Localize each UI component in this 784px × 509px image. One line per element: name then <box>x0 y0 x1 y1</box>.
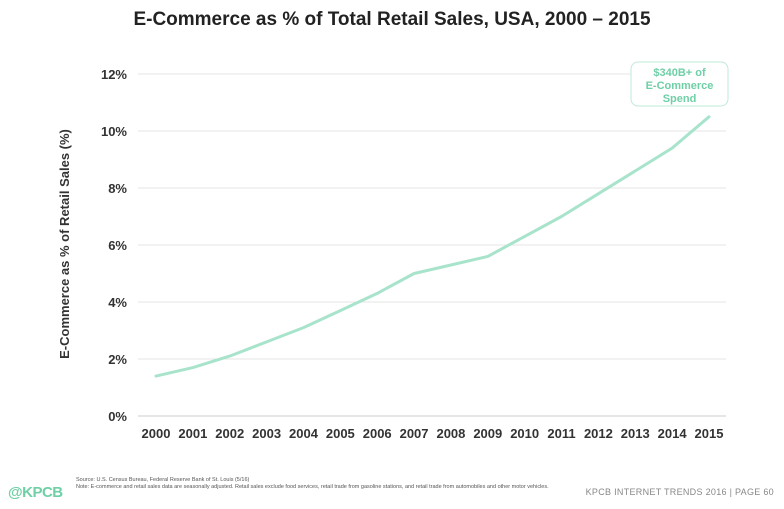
y-tick-label: 6% <box>108 238 127 253</box>
source-note: Source: U.S. Census Bureau, Federal Rese… <box>76 477 676 491</box>
annotation-line-2: E-Commerce <box>646 80 714 92</box>
x-tick-label: 2014 <box>658 426 688 441</box>
x-tick-label: 2015 <box>695 426 724 441</box>
x-tick-label: 2003 <box>252 426 281 441</box>
y-tick-label: 8% <box>108 181 127 196</box>
y-tick-label: 2% <box>108 352 127 367</box>
x-tick-label: 2005 <box>326 426 355 441</box>
annotation-box <box>630 61 729 107</box>
series-line <box>154 115 711 378</box>
y-tick-label: 10% <box>101 124 127 139</box>
x-tick-label: 2000 <box>142 426 171 441</box>
x-tick-label: 2013 <box>621 426 650 441</box>
y-axis-ticks: 0% 2% 4% 6% 8% 10% 12% <box>101 67 127 424</box>
x-tick-label: 2008 <box>436 426 465 441</box>
footer-page-label: KPCB INTERNET TRENDS 2016 | PAGE 60 <box>585 487 774 497</box>
x-tick-label: 2006 <box>363 426 392 441</box>
x-tick-label: 2010 <box>510 426 539 441</box>
x-tick-label: 2004 <box>289 426 319 441</box>
y-axis-label: E-Commerce as % of Retail Sales (%) <box>57 129 72 359</box>
x-tick-label: 2002 <box>215 426 244 441</box>
annotation-callout: $340B+ of E-Commerce Spend <box>630 61 729 107</box>
x-tick-label: 2007 <box>400 426 429 441</box>
source-line: Source: U.S. Census Bureau, Federal Rese… <box>76 477 250 483</box>
kpcb-logo: @KPCB <box>8 484 63 501</box>
x-tick-label: 2012 <box>584 426 613 441</box>
series-layer <box>154 115 711 378</box>
note-line: Note: E-commerce and retail sales data a… <box>76 484 549 490</box>
y-tick-label: 0% <box>108 409 127 424</box>
gridlines <box>138 73 726 417</box>
page-title: E-Commerce as % of Total Retail Sales, U… <box>133 9 651 30</box>
x-tick-label: 2001 <box>178 426 207 441</box>
annotation-line-1: $340B+ of <box>653 67 706 79</box>
y-tick-label: 12% <box>101 67 127 82</box>
x-tick-label: 2009 <box>473 426 502 441</box>
x-tick-label: 2011 <box>547 426 575 441</box>
y-tick-label: 4% <box>108 295 127 310</box>
annotation-line-3: Spend <box>663 93 697 105</box>
x-axis-ticks: 2000 2001 2002 2003 2004 2005 2006 2007 2008 2009… <box>142 426 724 441</box>
